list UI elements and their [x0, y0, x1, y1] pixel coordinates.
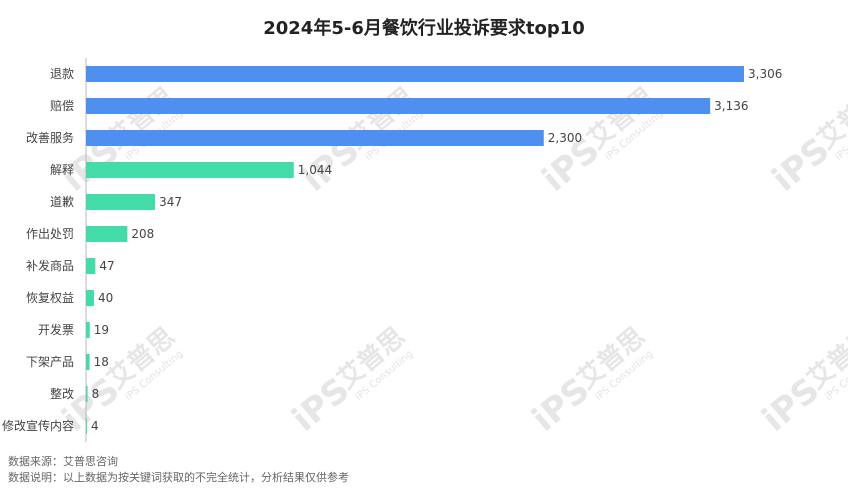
category-label-3: 改善服务 — [26, 130, 74, 145]
bar-8 — [86, 290, 94, 306]
value-label-7: 47 — [99, 259, 114, 273]
category-label-9: 开发票 — [38, 322, 74, 337]
value-label-3: 2,300 — [548, 131, 582, 145]
category-label-2: 赔偿 — [50, 98, 74, 113]
value-label-6: 208 — [131, 227, 154, 241]
category-label-4: 解释 — [50, 163, 74, 177]
category-label-8: 恢复权益 — [26, 291, 74, 305]
category-label-6: 作出处罚 — [26, 227, 74, 241]
bar-2 — [86, 98, 711, 114]
bar-6 — [86, 226, 128, 242]
value-label-9: 19 — [94, 323, 109, 337]
data-note: 数据说明：以上数据为按关键词获取的不完全统计，分析结果仅供参考 — [8, 471, 349, 484]
bar-5 — [86, 194, 156, 210]
bar-10 — [86, 354, 90, 370]
bar-12 — [86, 418, 87, 434]
bar-3 — [86, 130, 544, 146]
value-label-5: 347 — [159, 195, 182, 209]
value-label-10: 18 — [94, 355, 109, 369]
bar-9 — [86, 322, 90, 338]
value-label-4: 1,044 — [298, 163, 332, 177]
source-note: 数据来源：艾普思咨询 — [8, 455, 118, 468]
category-label-7: 补发商品 — [26, 258, 74, 273]
value-label-8: 40 — [98, 291, 113, 305]
category-label-5: 道歉 — [50, 195, 74, 209]
value-label-11: 8 — [92, 387, 100, 401]
category-label-12: 修改宣传内容 — [2, 418, 74, 433]
chart-title: 2024年5-6月餐饮行业投诉要求top10 — [263, 18, 585, 39]
bar-1 — [86, 66, 744, 82]
bar-11 — [86, 386, 88, 402]
category-label-11: 整改 — [50, 386, 74, 401]
category-label-1: 退款 — [50, 67, 74, 81]
bar-7 — [86, 258, 96, 274]
bar-4 — [86, 162, 294, 178]
category-label-10: 下架产品 — [26, 355, 74, 369]
value-label-1: 3,306 — [748, 67, 782, 81]
value-label-2: 3,136 — [714, 99, 748, 113]
value-label-12: 4 — [91, 419, 99, 433]
footer: 数据来源：艾普思咨询 数据说明：以上数据为按关键词获取的不完全统计，分析结果仅供… — [8, 454, 349, 486]
